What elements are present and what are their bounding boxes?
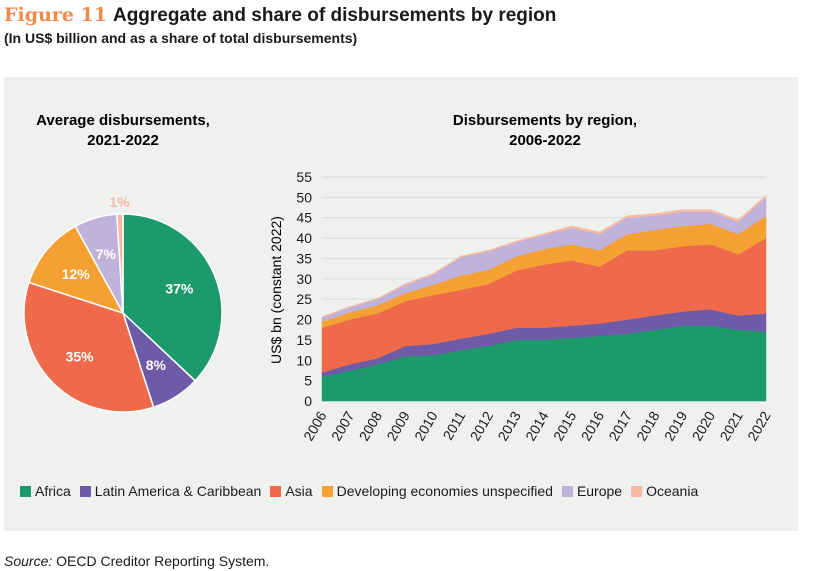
x-tick-label: 2010 [411,408,441,443]
x-tick-label: 2014 [522,408,552,443]
legend-label: Developing economies unspecified [336,483,553,499]
pie-label-developing-economies-unspecified: 12% [62,266,91,282]
x-tick-label: 2012 [467,408,497,443]
pie-slice-developing-economies-unspecified [27,225,125,315]
area-title-line1: Disbursements by region, [453,112,637,129]
y-tick-label: 10 [296,352,312,368]
area-title-line2: 2006-2022 [509,132,581,149]
x-tick-label: 2020 [689,408,719,443]
pie-label-asia: 35% [66,348,95,364]
legend-label: Africa [35,483,71,499]
x-tick-label: 2021 [716,408,746,443]
x-tick-label: 2017 [605,408,635,443]
x-tick-label: 2019 [661,408,691,443]
y-tick-label: 0 [304,393,312,409]
figure-subtitle: (In US$ billion and as a share of total … [4,30,358,46]
figure-number: Figure 11 [4,4,107,26]
legend-item-asia: Asia [270,483,313,499]
pie-chart: 37% 8% 35% 12% 7% 1% [23,194,223,413]
y-axis-label: US$ bn (constant 2022) [268,216,284,364]
x-tick-label: 2006 [300,408,330,443]
pie-label-oceania: 1% [109,194,130,210]
source-text: OECD Creditor Reporting System. [52,553,270,569]
y-tick-label: 25 [296,291,312,307]
legend-swatch [79,485,91,497]
legend-swatch [561,485,573,497]
legend-item-africa: Africa [20,483,71,499]
y-tick-label: 15 [296,332,312,348]
pie-slice-africa [122,213,223,382]
x-tick-label: 2011 [439,408,468,442]
pie-title-line1: Average disbursements, [36,112,210,129]
legend-label: Latin America & Caribbean [94,483,262,499]
x-tick-label: 2013 [494,408,524,443]
legend-item-developing-economies-unspecified: Developing economies unspecified [321,483,553,499]
x-tick-label: 2007 [328,408,358,443]
area-chart: 0510152025303540455055200620072008200920… [296,169,773,443]
figure-title-text: Aggregate and share of disbursements by … [112,5,557,26]
x-tick-label: 2009 [383,408,413,443]
x-tick-label: 2015 [550,408,580,443]
y-tick-label: 50 [296,189,312,205]
area-series-oceania [321,194,767,318]
y-tick-label: 5 [304,373,312,389]
source-note: Source: OECD Creditor Reporting System. [4,553,269,569]
legend-swatch [20,485,31,497]
pie-title-line2: 2021-2022 [87,132,159,149]
legend-swatch [631,485,643,497]
y-tick-label: 20 [296,312,312,328]
legend-item-europe: Europe [561,483,623,499]
y-tick-label: 45 [296,210,312,226]
x-tick-label: 2022 [744,408,774,443]
pie-slice-asia [23,281,155,413]
x-tick-label: 2016 [578,408,608,443]
y-tick-label: 35 [296,250,312,266]
legend-item-latin-america-and-caribbean: Latin America & Caribbean [79,483,262,499]
pie-slice-oceania [115,213,124,314]
x-tick-label: 2008 [356,408,386,443]
x-tick-label: 2018 [633,408,663,443]
pie-label-latin-america-and-caribbean: 8% [146,357,167,373]
legend-item-oceania: Oceania [631,483,698,499]
y-tick-label: 40 [296,230,312,246]
legend-label: Europe [576,483,623,499]
legend-label: Asia [285,483,313,499]
pie-label-europe: 7% [96,246,117,262]
y-tick-label: 55 [296,169,312,185]
legend-swatch [321,485,333,497]
figure-title: Figure 11 Aggregate and share of disburse… [4,4,556,27]
legend: Africa Latin America & Caribbean Asia Devel… [20,483,698,499]
source-label: Source: [4,553,53,569]
legend-label: Oceania [646,483,699,499]
legend-swatch [270,485,282,497]
pie-label-africa: 37% [165,281,194,297]
y-tick-label: 30 [296,271,312,287]
